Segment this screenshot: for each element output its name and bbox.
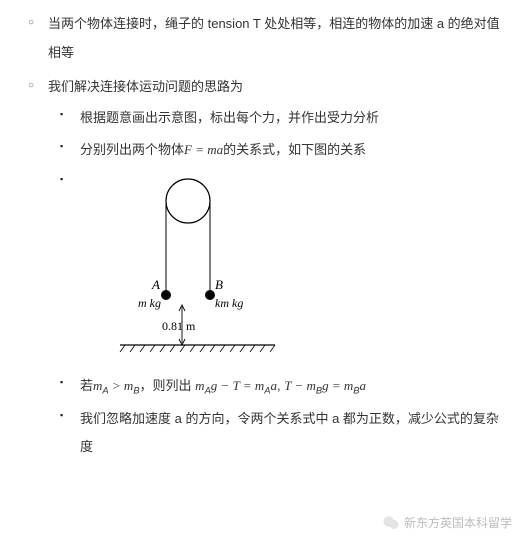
- watermark: 新东方英国本科留学: [382, 510, 512, 536]
- watermark-text: 新东方英国本科留学: [404, 510, 512, 536]
- i3-eq2a: T − m: [284, 378, 316, 393]
- i3-pre: 若: [80, 378, 93, 393]
- inner-item-1: 根据题意画出示意图，标出每个力，并作出受力分析: [80, 104, 508, 133]
- inner-list: 根据题意画出示意图，标出每个力，并作出受力分析 分别列出两个物体F = ma的关…: [48, 104, 508, 462]
- outer-item-2-text: 我们解决连接体运动问题的思路为: [48, 79, 243, 94]
- i3-eq1b: g − T = m: [211, 378, 264, 393]
- i3-mid2: ，则列出: [140, 378, 196, 393]
- dist-label: 0.81 m: [162, 319, 196, 333]
- i3-mid1: > m: [109, 378, 134, 393]
- inner-item-2-pre: 分别列出两个物体: [80, 142, 184, 157]
- ball-b: [205, 290, 215, 300]
- outer-list: 当两个物体连接时，绳子的 tension T 处处相等，相连的物体的加速 a 的…: [20, 10, 508, 462]
- mass-left: m kg: [138, 296, 161, 310]
- label-a: A: [151, 277, 160, 292]
- ball-a: [161, 290, 171, 300]
- i3-eq2b: g = m: [322, 378, 353, 393]
- inner-item-3: 若mA > mB，则列出 mAg − T = mAa, T − mBg = mB…: [80, 372, 508, 401]
- i3-eq1a: m: [195, 378, 204, 393]
- inner-item-1-text: 根据题意画出示意图，标出每个力，并作出受力分析: [80, 110, 379, 125]
- ground-hatch: [120, 345, 275, 352]
- pulley-circle: [166, 179, 210, 223]
- i3-eq2c: a: [360, 378, 367, 393]
- label-b: B: [215, 277, 223, 292]
- inner-item-2-post: 的关系式，如下图的关系: [223, 142, 366, 157]
- outer-item-1: 当两个物体连接时，绳子的 tension T 处处相等，相连的物体的加速 a 的…: [48, 10, 508, 67]
- wechat-icon: [382, 514, 400, 532]
- inner-item-4: 我们忽略加速度 a 的方向，令两个关系式中 a 都为正数，减少公式的复杂度: [80, 405, 508, 462]
- inner-item-diagram: A B m kg km kg: [80, 169, 508, 368]
- inner-item-2-formula: F = ma: [184, 142, 223, 157]
- inner-item-2: 分别列出两个物体F = ma的关系式，如下图的关系: [80, 136, 508, 165]
- mass-right: km kg: [215, 296, 243, 310]
- pulley-svg: A B m kg km kg: [110, 175, 285, 355]
- i3-m1: m: [93, 378, 102, 393]
- outer-item-1-text: 当两个物体连接时，绳子的 tension T 处处相等，相连的物体的加速 a 的…: [48, 16, 500, 60]
- inner-item-4-text: 我们忽略加速度 a 的方向，令两个关系式中 a 都为正数，减少公式的复杂度: [80, 411, 499, 455]
- pulley-diagram: A B m kg km kg: [80, 169, 508, 368]
- outer-item-2: 我们解决连接体运动问题的思路为 根据题意画出示意图，标出每个力，并作出受力分析 …: [48, 73, 508, 462]
